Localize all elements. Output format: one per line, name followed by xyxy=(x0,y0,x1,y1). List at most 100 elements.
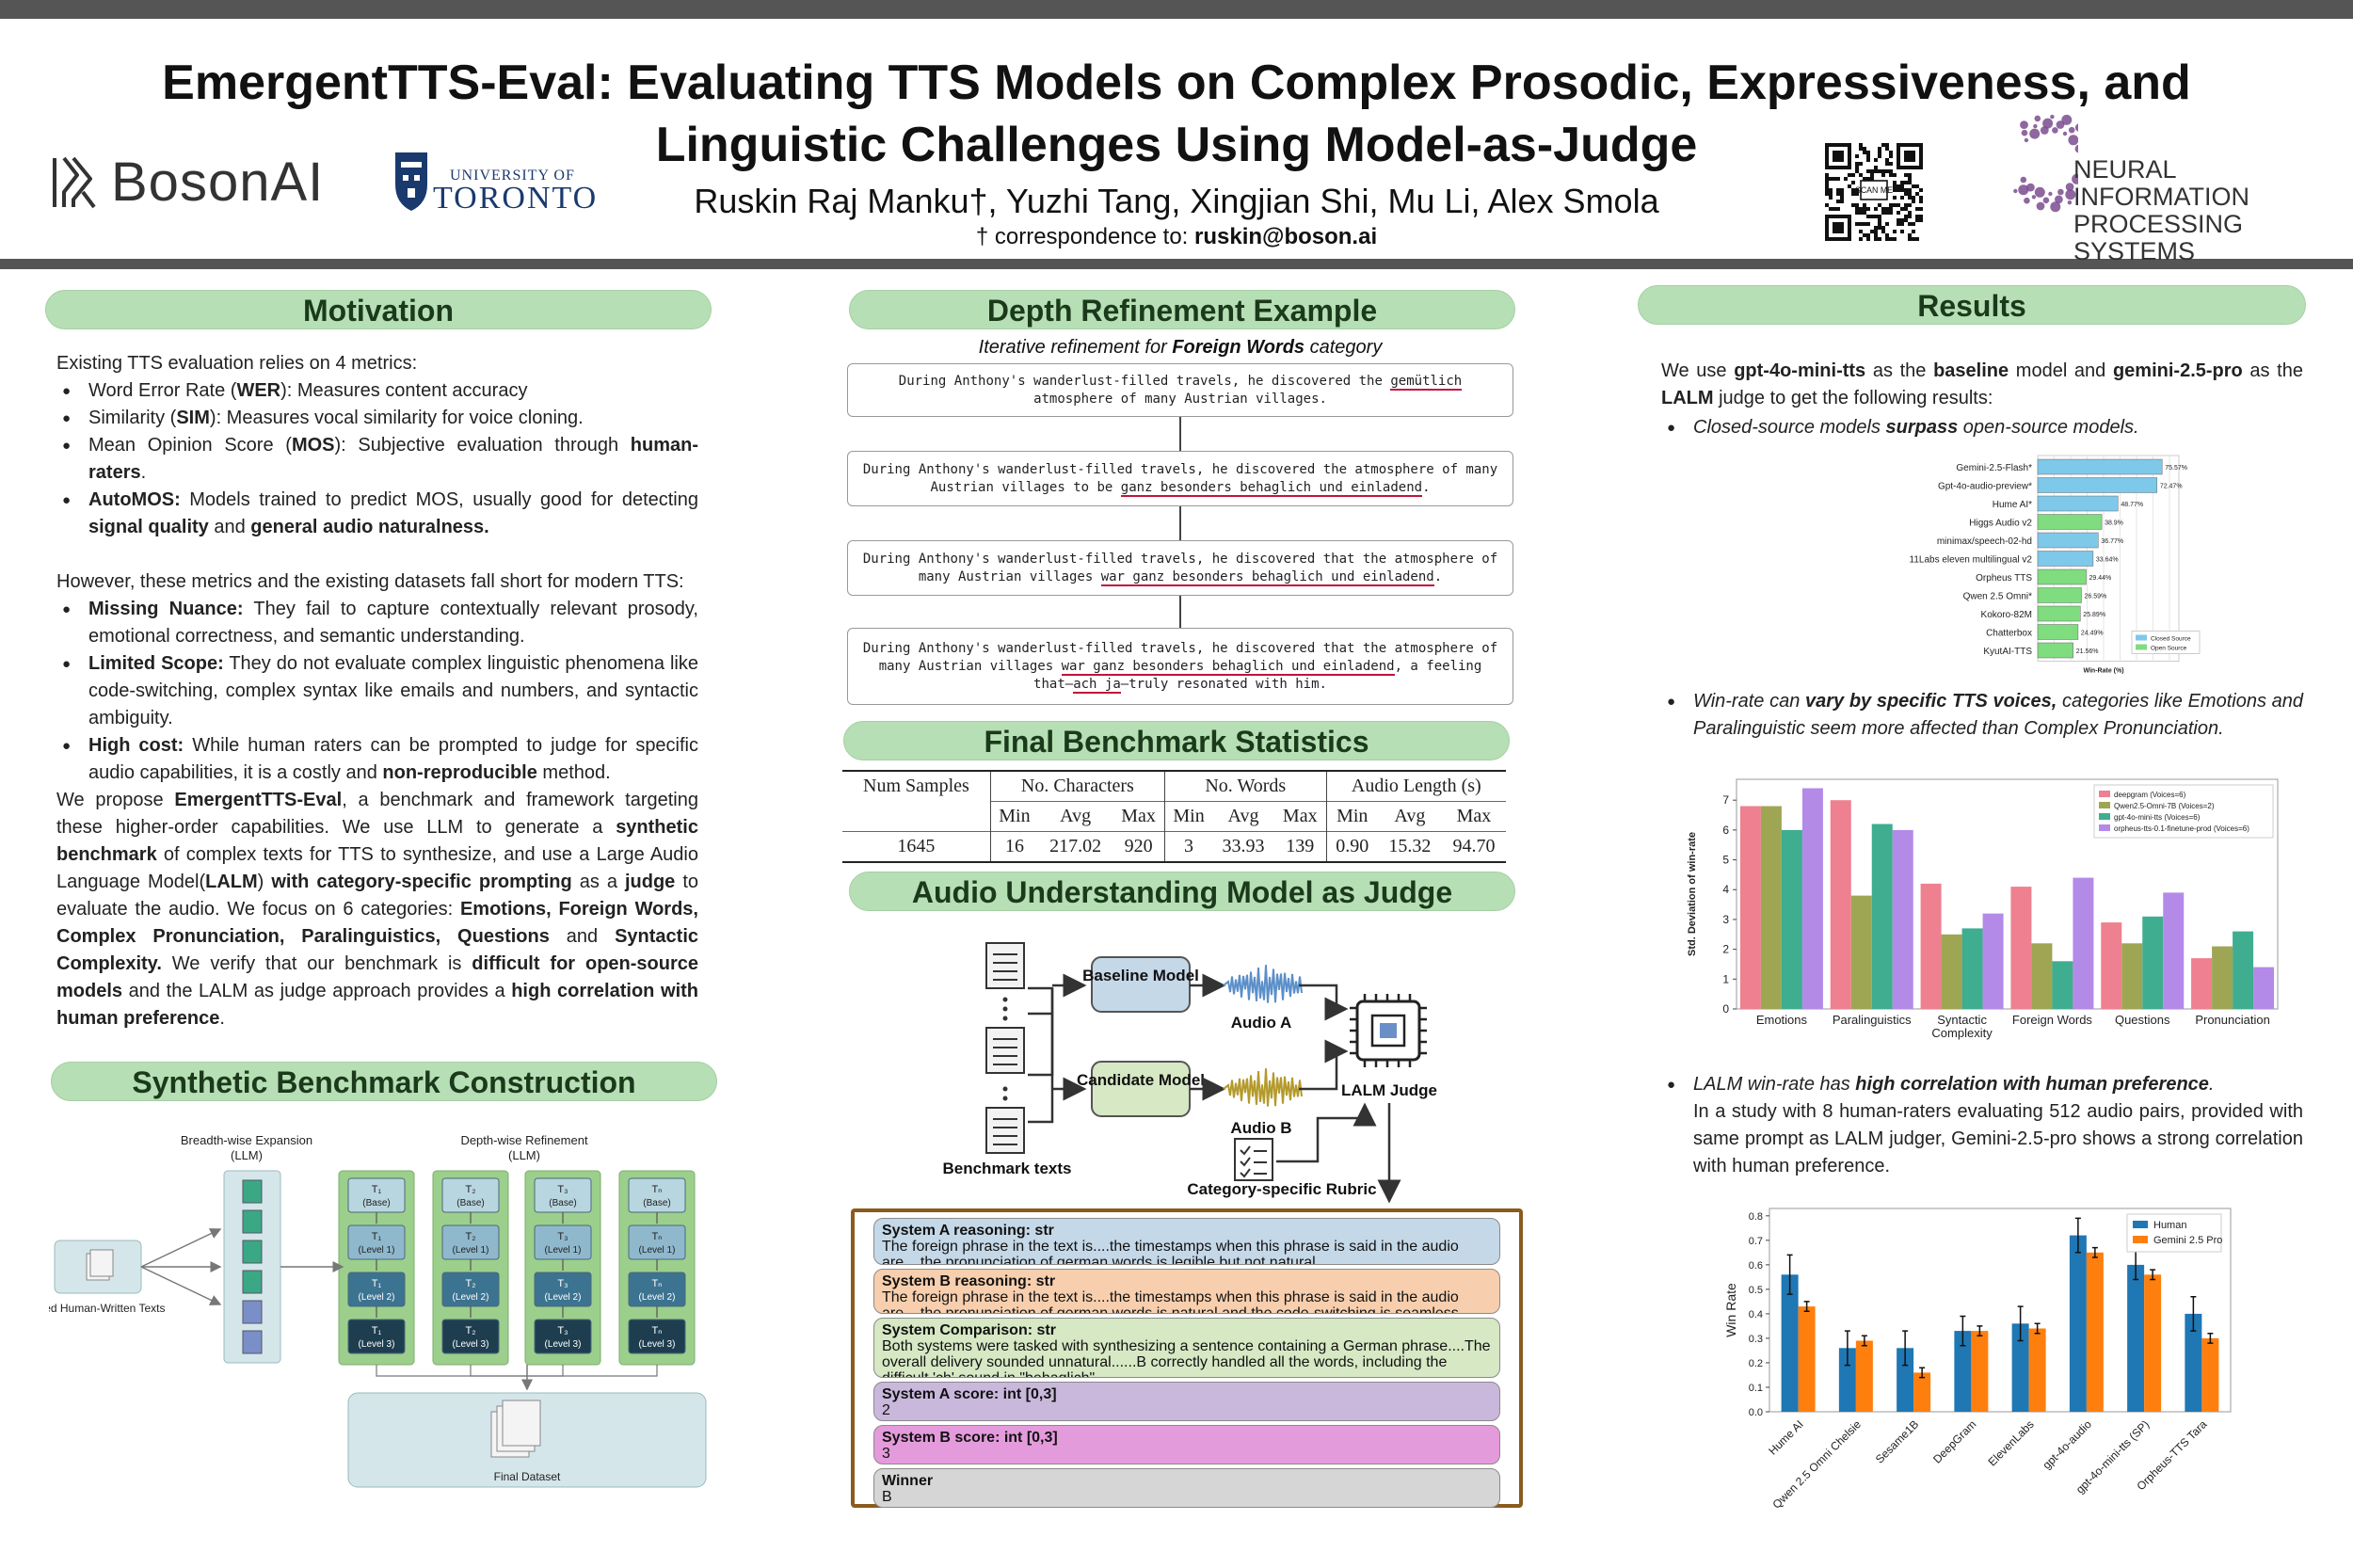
chart3-bar xyxy=(2011,1323,2029,1412)
foreign-phrase: gemütlich xyxy=(1390,373,1463,391)
refinement-step-4: During Anthony's wanderlust-filled trave… xyxy=(847,628,1513,705)
foreign-phrase: ach ja xyxy=(1073,676,1121,694)
stat-value: 94.70 xyxy=(1452,836,1496,856)
judge-field-body: The foreign phrase in the text is....the… xyxy=(882,1239,1459,1265)
chart1-data-label: 36.77% xyxy=(2101,538,2123,545)
chart2-bar xyxy=(1871,824,1893,1009)
chart2-bar xyxy=(1739,806,1761,1009)
human-correlation-chart: 0.0 0.1 0.2 0.3 0.4 0.5 0.6 0.7 0.8 Win Rate Hume … xyxy=(1723,1208,2232,1512)
judge-field-title: System A reasoning: str xyxy=(882,1223,1054,1239)
uoft-crest-icon xyxy=(395,152,427,211)
text-span: , a benchmark and framework targeting th… xyxy=(56,790,699,838)
level-box xyxy=(441,1319,500,1354)
chart2-bar xyxy=(1781,829,1802,1009)
title-line-2: Linguistic Challenges Using Model-as-Jud… xyxy=(655,118,1698,172)
chart3-category-label: Sesame1B xyxy=(1873,1417,1921,1465)
chart2-bar xyxy=(2212,946,2233,1009)
chart3-ylabel: Win Rate xyxy=(1723,1283,1738,1337)
chart1-legend-label: Open Source xyxy=(2151,646,2187,652)
chart3-category-label: ElevenLabs xyxy=(1985,1417,2036,1468)
stat-subheader: Min xyxy=(1173,806,1205,826)
text-span: We propose xyxy=(56,790,175,810)
stat-subheader: Avg xyxy=(1394,806,1426,826)
judge-field-title: System B score: int [0,3] xyxy=(882,1430,1058,1446)
chart3-error-bar xyxy=(2034,1322,2041,1335)
chart2-bar xyxy=(2142,916,2164,1009)
stat-value: 33.93 xyxy=(1222,836,1265,856)
chart2-bar xyxy=(2253,967,2275,1009)
level-label: (Level 2) xyxy=(545,1292,582,1303)
chart2-bar xyxy=(2073,877,2094,1009)
level-name: T₂ xyxy=(466,1231,476,1242)
level-name: T₂ xyxy=(466,1325,476,1336)
text-span: . xyxy=(219,1008,225,1029)
chart3-ytick-label: 0.2 xyxy=(1749,1358,1763,1369)
chart1-data-label: 24.49% xyxy=(2081,631,2104,637)
level-name: T₃ xyxy=(557,1184,568,1195)
chart3-error-bar xyxy=(2074,1217,2081,1254)
level-label: (Level 3) xyxy=(639,1339,676,1350)
chart1-legend-swatch xyxy=(2136,644,2147,650)
results-intro: We use gpt-4o-mini-tts as the baseline m… xyxy=(1661,358,2303,412)
shortfall-item: High cost: While human raters can be pro… xyxy=(56,732,698,787)
results-bullet-3-detail: In a study with 8 human-raters evaluatin… xyxy=(1693,1101,2303,1176)
shortfall-list: Missing Nuance: They fail to capture con… xyxy=(56,596,698,787)
audio-b-label: Audio B xyxy=(1230,1119,1291,1137)
bold-span: Syntactic Complexity. xyxy=(56,926,699,974)
judge-output-field: System B score: int [0,3] 3 xyxy=(873,1425,1500,1464)
level-name: Tₙ xyxy=(651,1184,662,1195)
chart3-ytick-label: 0.3 xyxy=(1749,1334,1763,1345)
level-name: T₁ xyxy=(372,1325,382,1336)
judge-field-body: The foreign phrase in the text is....the… xyxy=(882,1289,1472,1314)
shortfall-item: Missing Nuance: They fail to capture con… xyxy=(56,596,698,650)
level-name: T₂ xyxy=(466,1278,476,1289)
chart3-ytick-label: 0.4 xyxy=(1749,1309,1763,1320)
text-span: as the xyxy=(2242,360,2303,381)
chart2-bar xyxy=(2010,887,2032,1009)
chart1-data-label: 72.47% xyxy=(2160,484,2183,490)
level-name: T₁ xyxy=(372,1184,382,1195)
judge-field-body: B xyxy=(882,1489,892,1505)
foreign-phrase: war ganz besonders behaglich und einlade… xyxy=(1061,658,1395,676)
level-label: (Level 3) xyxy=(545,1339,582,1350)
chart2-bar xyxy=(1892,829,1913,1009)
shortfall-intro: However, these metrics and the existing … xyxy=(56,571,684,592)
judge-field-title: System A score: int [0,3] xyxy=(882,1386,1057,1402)
judge-field-title: Winner xyxy=(882,1473,934,1489)
chart1-bar xyxy=(2037,568,2087,585)
text-span: We use xyxy=(1661,360,1735,381)
bold-span: high correlation with human preference xyxy=(56,981,698,1029)
level-label: (Base) xyxy=(643,1198,670,1208)
neurips-line-2: PROCESSING SYSTEMS xyxy=(2073,210,2244,265)
qr-code-icon[interactable]: SCAN ME xyxy=(1821,139,1927,245)
judge-output-field: System Comparison: str Both systems were … xyxy=(873,1318,1500,1378)
chart1-category-label: Chatterbox xyxy=(1986,629,2032,639)
candidate-model-label: Candidate Model xyxy=(1077,1071,1205,1089)
motivation-body: Existing TTS evaluation relies on 4 metr… xyxy=(56,350,698,1032)
col-audio: Audio Length (s) xyxy=(1351,776,1481,796)
correspondence: † correspondence to: ruskin@boson.ai xyxy=(565,224,1788,250)
step-text: During Anthony's wanderlust-filled trave… xyxy=(862,551,1498,586)
chart1-data-label: 75.57% xyxy=(2165,465,2187,472)
benchmark-stats-table: Num Samples No. Characters No. Words Aud… xyxy=(842,770,1506,863)
text-span: ) xyxy=(257,872,272,892)
breadth-sub: (LLM) xyxy=(231,1148,263,1162)
level-name: Tₙ xyxy=(651,1325,662,1336)
judge-output-field: System A score: int [0,3] 2 xyxy=(873,1382,1500,1421)
chart1-bar xyxy=(2037,495,2119,512)
lalm-chip-icon xyxy=(1350,994,1427,1067)
depth-label: Depth-wise Refinement xyxy=(460,1133,588,1147)
chart1-legend-label: Closed Source xyxy=(2151,636,2191,643)
chart3-bar xyxy=(1855,1340,1873,1412)
judge-heading: Audio Understanding Model as Judge xyxy=(849,872,1515,911)
chart1-data-label: 21.56% xyxy=(2076,648,2099,655)
judge-output-panel: System A reasoning: str The foreign phras… xyxy=(851,1208,1523,1508)
chart2-bar xyxy=(1961,928,1983,1009)
level-name: T₁ xyxy=(372,1231,382,1242)
stat-subheader: Max xyxy=(1112,801,1165,832)
poster-title: EmergentTTS-Eval: Evaluating TTS Models … xyxy=(113,52,2240,176)
chart2-category-label: Foreign Words xyxy=(2012,1013,2093,1027)
chart2-bar xyxy=(1850,895,1872,1009)
stat-value: 0.90 xyxy=(1336,836,1369,856)
chart3-error-bar xyxy=(2190,1295,2197,1332)
